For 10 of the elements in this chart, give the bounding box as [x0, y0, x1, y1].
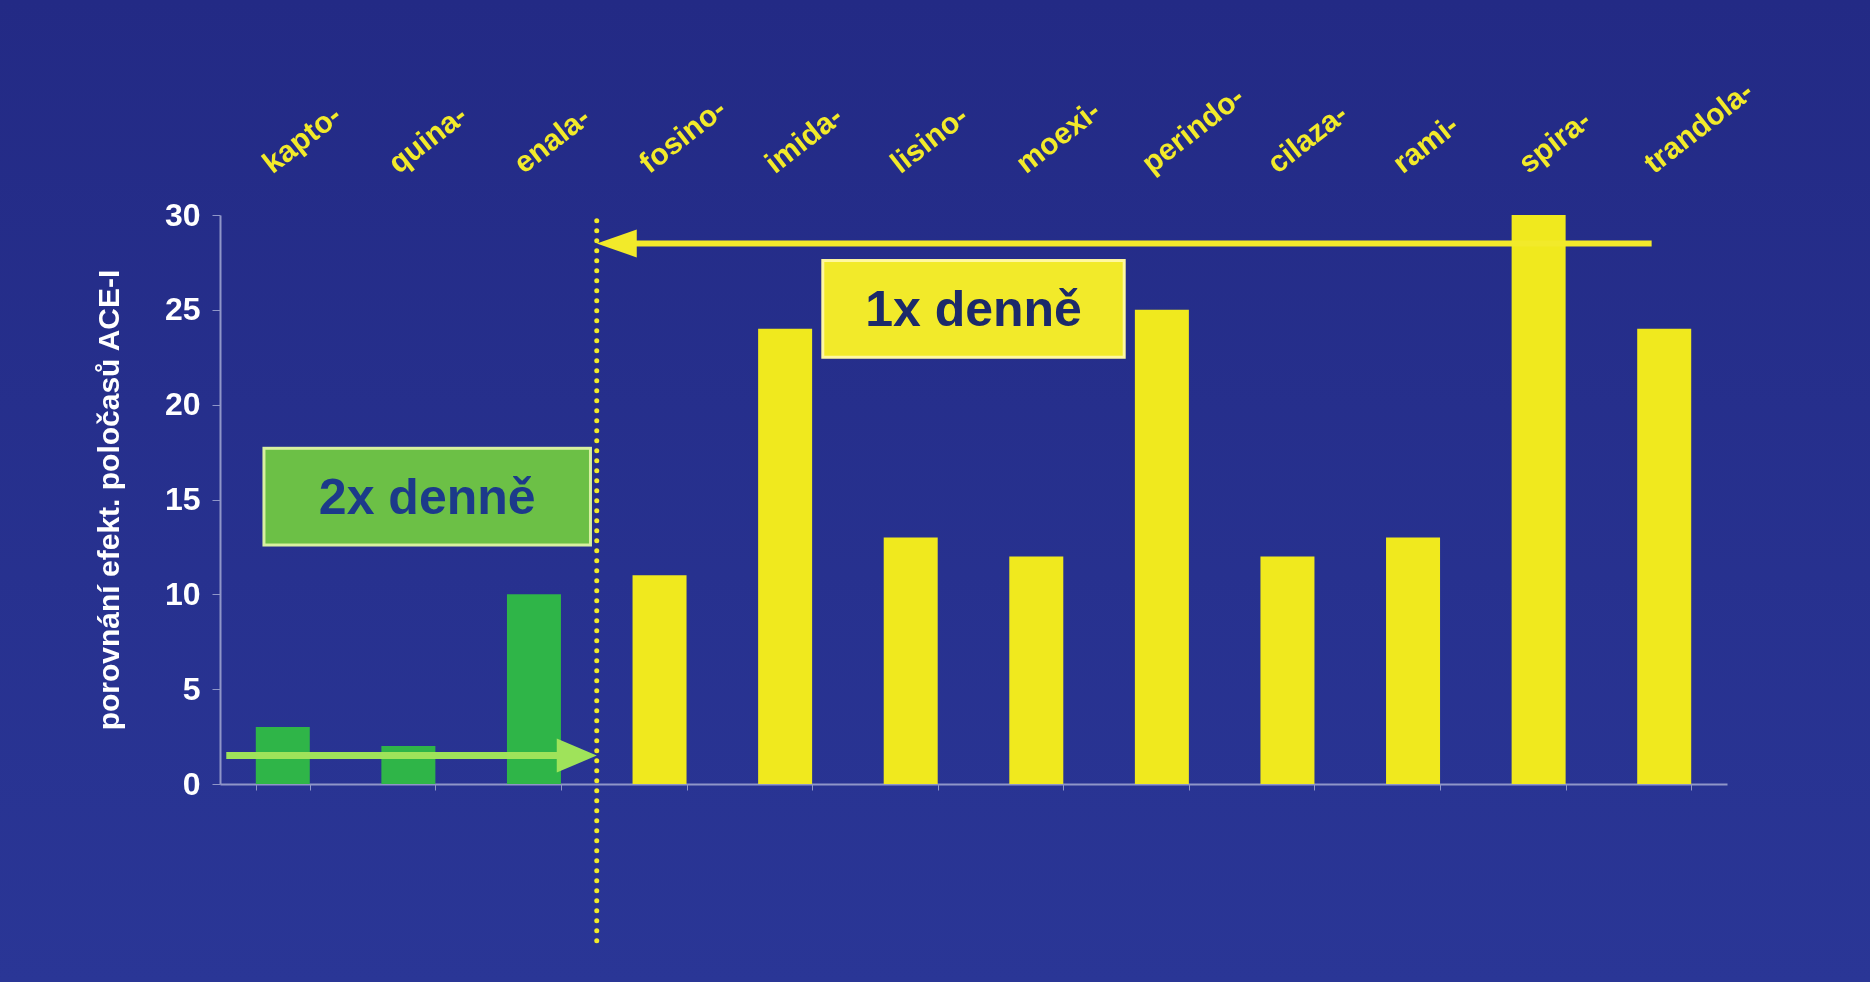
- y-tick-label: 15: [164, 481, 201, 517]
- annotation: 1x denně: [865, 280, 1082, 337]
- y-tick-label: 30: [164, 196, 201, 233]
- annotation: 2x denně: [318, 468, 536, 525]
- y-tick-label: 20: [164, 386, 201, 423]
- y-tick-label: 5: [182, 670, 201, 707]
- y-tick-label: 0: [182, 765, 201, 802]
- y-tick-label: 10: [164, 575, 201, 612]
- y-tick-label: 25: [164, 291, 201, 328]
- y-axis-title: porovnání efekt. poločasů ACE-I: [91, 269, 125, 731]
